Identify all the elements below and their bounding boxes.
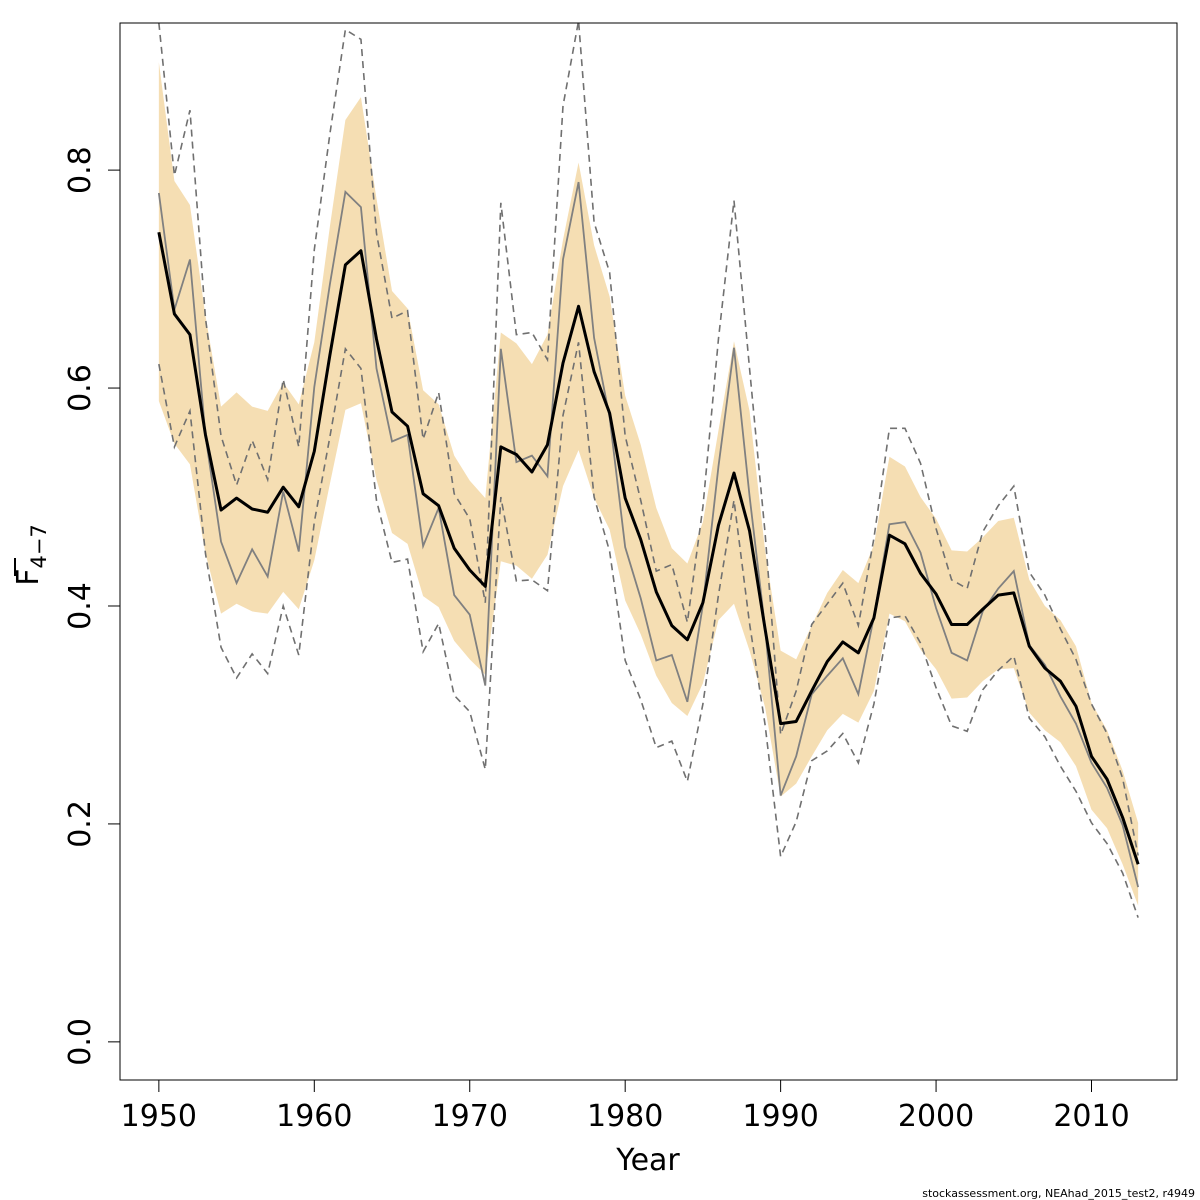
x-tick-label: 1970: [432, 1099, 508, 1134]
x-tick-label: 1980: [587, 1099, 663, 1134]
y-tick-label: 0.4: [63, 582, 98, 630]
x-axis-title: Year: [615, 1143, 680, 1178]
x-tick-label: 1990: [742, 1099, 818, 1134]
y-axis-title: F4−7: [11, 524, 51, 586]
x-tick-label: 2010: [1053, 1099, 1129, 1134]
footer-note: stockassessment.org, NEAhad_2015_test2, …: [922, 1187, 1195, 1200]
confidence-band-layer: [158, 62, 1139, 906]
x-tick-label: 1960: [276, 1099, 352, 1134]
y-tick-label: 0.0: [63, 1018, 98, 1066]
x-tick-label: 2000: [898, 1099, 974, 1134]
x-axis: 1950 1960 1970 1980 1990 2000 2010: [121, 1079, 1130, 1134]
y-axis-title-main: F: [11, 569, 46, 586]
y-axis-title-subscript: 4−7: [27, 524, 51, 568]
estimate-confidence-band: [158, 62, 1139, 906]
comparison-upper-bound-line: [158, 20, 1139, 856]
series-lines-layer: [157, 20, 1140, 918]
comparison-lower-bound-line: [158, 342, 1139, 918]
y-tick-label: 0.8: [63, 146, 98, 194]
y-tick-label: 0.6: [63, 364, 98, 412]
y-axis: 0.0 0.2 0.4 0.6 0.8: [63, 146, 121, 1066]
y-tick-label: 0.2: [63, 800, 98, 848]
svg-text:F4−7: F4−7: [11, 524, 51, 586]
x-tick-label: 1950: [121, 1099, 197, 1134]
estimate-series-line: [157, 231, 1140, 865]
comparison-series-line: [157, 181, 1140, 888]
